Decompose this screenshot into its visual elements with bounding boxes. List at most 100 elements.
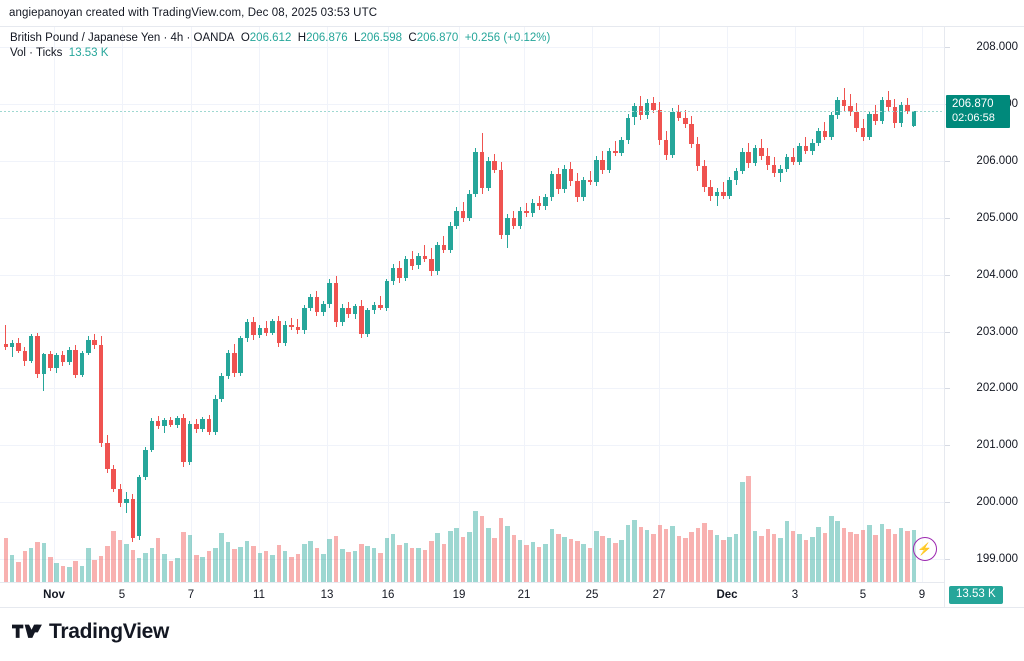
volume-bar [581,543,586,582]
candle-body [333,282,339,323]
candle-wick [722,182,724,200]
volume-bar [905,530,910,582]
volume-bar [511,535,517,582]
volume-bar [428,541,434,582]
volume-bar [232,549,237,582]
candle-body [651,102,656,110]
price-axis-label: 205.000 [976,211,1018,224]
volume-bar [263,550,269,582]
volume-bar [568,539,574,582]
volume-bar [86,548,91,582]
volume-bar [282,551,288,582]
candle-body [854,111,859,128]
candle-body [759,148,764,157]
candle-body [702,166,707,187]
volume-bar [663,529,669,582]
volume-bar [60,565,66,582]
candle-body [416,256,421,266]
candle-body [162,420,167,427]
volume-bar [467,532,472,582]
candle-body [479,151,485,189]
price-axis[interactable]: 208.000207.000206.000205.000204.000203.0… [944,27,1024,607]
candle-body [3,344,9,348]
volume-bar [746,476,752,582]
candle-body [270,321,275,333]
candle-body [543,197,548,207]
candle-body [638,106,644,116]
tradingview-logo[interactable]: TradingView [12,620,169,644]
time-axis-label: 7 [187,589,195,601]
volume-bar [765,529,771,582]
candle-body [549,174,555,198]
volume-bar [448,530,453,582]
time-axis-label: 19 [452,589,466,601]
time-axis[interactable]: Nov 5 7 11 13 16 19 21 25 27 Dec 3 5 9 [0,582,944,607]
candle-body [251,322,256,335]
volume-bar [771,534,777,582]
candle-body [136,477,142,537]
candle-body [454,210,459,226]
current-price-line [0,111,944,112]
candle-body [803,145,809,151]
flash-glyph: ⚡ [917,542,933,556]
volume-bar [225,542,231,582]
flash-icon[interactable]: ⚡ [912,537,937,561]
volume-bar [206,550,212,582]
volume-bar [117,539,123,582]
volume-bar [365,545,371,582]
volume-bar [784,521,790,582]
candle-body [28,336,34,361]
candle-body [289,324,294,327]
candle-body [835,100,840,116]
volume-bar [867,525,872,582]
price-tick [945,332,950,333]
candle-body [644,102,650,116]
volume-bar [73,560,78,582]
candle-body [867,114,872,137]
candle-body [143,449,148,478]
volume-bar [251,545,256,582]
candle-body [213,398,218,432]
volume-bar [384,537,390,582]
candle-body [613,150,618,153]
candle-body [530,202,536,214]
volume-bar [854,534,859,582]
volume-bar [162,554,167,582]
candle-body [575,181,580,198]
volume-bar [244,540,250,582]
candle-body [314,297,320,313]
price-axis-label: 199.000 [976,553,1018,566]
chart-plot-area[interactable]: ⚡ [0,27,944,582]
volume-bar [346,552,351,582]
candle-body [219,375,224,399]
candle-body [54,355,59,368]
volume-bar [321,553,326,582]
candle-body [206,419,212,432]
volume-bar [409,548,415,582]
volume-bar [562,536,567,582]
volume-bar [587,548,593,582]
candle-body [244,322,250,339]
volume-bar [301,544,307,582]
gridline-horizontal [0,218,944,219]
volume-bar [600,536,605,582]
volume-bar [378,552,383,582]
tradingview-mark-icon [12,624,42,638]
candle-body [714,191,720,197]
candle-body [860,127,866,137]
volume-bar [479,516,485,582]
price-axis-label: 208.000 [976,40,1018,53]
chart-frame: ⚡ 208.000207.000206.000205.000204.000203… [0,26,1024,608]
volume-bar [441,544,447,582]
time-axis-label: 16 [381,589,395,601]
volume-bar [155,537,161,582]
volume-bar [613,542,618,582]
volume-bar [352,550,358,582]
candle-body [682,117,688,125]
candle-body [670,111,675,156]
volume-bar [403,542,409,582]
price-tick [945,218,950,219]
price-axis-label: 204.000 [976,268,1018,281]
gridline-horizontal [0,161,944,162]
candle-body [257,328,263,335]
